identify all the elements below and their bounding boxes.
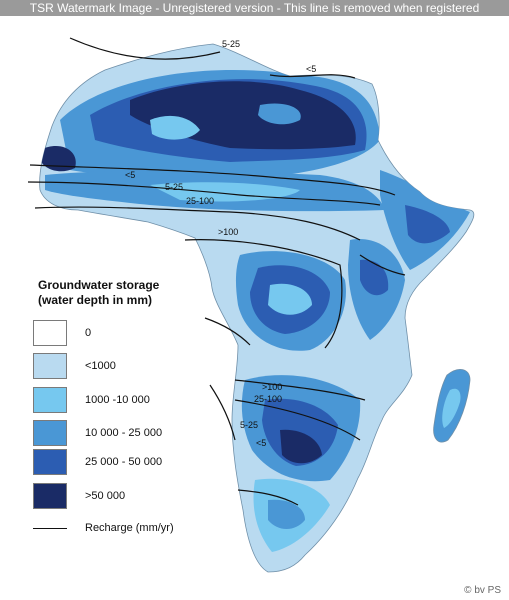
legend-item: 0 [33,320,91,346]
legend-item: <1000 [33,353,116,379]
watermark-banner: TSR Watermark Image - Unregistered versi… [0,0,509,16]
legend-swatch [33,320,67,346]
legend-item: 1000 -10 000 [33,387,150,413]
legend-swatch [33,449,67,475]
legend-title-line: Groundwater storage [38,278,160,292]
recharge-legend: Recharge (mm/yr) [33,522,174,534]
legend-subtitle-line: (water depth in mm) [38,293,153,307]
legend-swatch [33,483,67,509]
legend-item: 25 000 - 50 000 [33,449,162,475]
contour-label: >100 [262,382,282,392]
recharge-line-sample [33,527,67,529]
africa-landmass [39,43,475,573]
legend-label: 0 [85,327,92,339]
recharge-contours [27,37,406,506]
contour-label: <5 [256,438,266,448]
contour-label: <5 [125,170,135,180]
legend-swatch [33,387,67,413]
contour-label: 5-25 [165,182,183,192]
contour-label: 25-100 [186,196,214,206]
contour-label: <5 [306,64,316,74]
contour-label: >100 [218,227,238,237]
legend-label: >50 000 [85,490,126,502]
recharge-label: Recharge (mm/yr) [85,522,174,534]
legend-swatch [33,420,67,446]
legend-item: >50 000 [33,483,125,509]
contour-labels: 5-25 <5 <5 5-25 25-100 >100 >100 25-100 … [125,39,316,448]
legend-label: 1000 -10 000 [85,394,150,406]
contour-label: 25-100 [254,394,282,404]
legend-swatch [33,353,67,379]
contour-label: 5-25 [240,420,258,430]
legend-title: Groundwater storage (water depth in mm) [38,278,159,308]
copyright-notice: © bv PS [464,585,501,596]
legend-label: <1000 [85,360,116,372]
madagascar-interior [442,388,461,428]
legend-label: 25 000 - 50 000 [85,456,163,468]
legend-label: 10 000 - 25 000 [85,427,163,439]
legend-item: 10 000 - 25 000 [33,420,162,446]
contour-label: 5-25 [222,39,240,49]
